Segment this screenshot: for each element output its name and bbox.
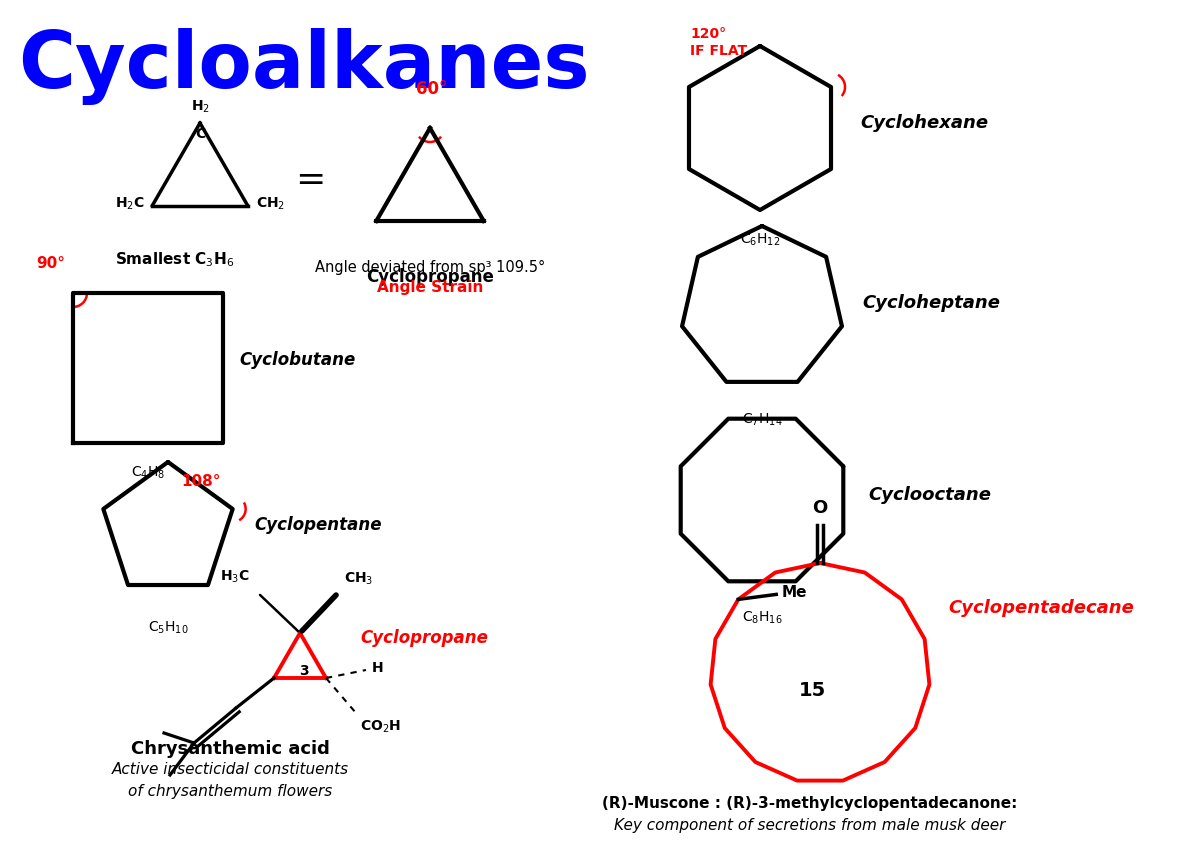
Text: CH$_3$: CH$_3$ xyxy=(344,571,373,587)
Text: Cyclopentadecane: Cyclopentadecane xyxy=(948,599,1134,617)
Text: Cyclooctane: Cyclooctane xyxy=(868,486,991,504)
Text: C$_8$H$_{16}$: C$_8$H$_{16}$ xyxy=(742,610,782,627)
Text: Cyclopropane: Cyclopropane xyxy=(366,268,494,286)
Text: CH$_2$: CH$_2$ xyxy=(256,195,284,212)
Text: Cyclopropane: Cyclopropane xyxy=(360,629,488,647)
Text: C$_7$H$_{14}$: C$_7$H$_{14}$ xyxy=(742,412,782,428)
Text: Chrysanthemic acid: Chrysanthemic acid xyxy=(131,740,330,758)
Text: C$_4$H$_8$: C$_4$H$_8$ xyxy=(131,465,166,482)
Text: H$_3$C: H$_3$C xyxy=(221,569,250,585)
Text: Cycloheptane: Cycloheptane xyxy=(862,294,1000,312)
Text: 108°: 108° xyxy=(181,474,221,489)
Text: =: = xyxy=(295,163,325,197)
Text: Key component of secretions from male musk deer: Key component of secretions from male mu… xyxy=(614,818,1006,833)
Text: Cyclopentane: Cyclopentane xyxy=(254,516,382,534)
Text: 60°: 60° xyxy=(416,80,448,98)
Text: H$_2$: H$_2$ xyxy=(191,98,210,115)
Text: Active insecticidal constituents: Active insecticidal constituents xyxy=(112,762,348,777)
Text: C: C xyxy=(194,127,205,141)
Text: Angle deviated from sp³ 109.5°: Angle deviated from sp³ 109.5° xyxy=(314,260,545,275)
Text: H: H xyxy=(372,661,384,675)
Text: 15: 15 xyxy=(798,682,826,700)
Text: 90°: 90° xyxy=(36,256,66,271)
Text: Cyclobutane: Cyclobutane xyxy=(239,351,355,369)
Text: Angle Strain: Angle Strain xyxy=(377,280,484,295)
Text: O: O xyxy=(812,499,828,517)
Text: C$_6$H$_{12}$: C$_6$H$_{12}$ xyxy=(740,232,780,248)
Text: Cycloalkanes: Cycloalkanes xyxy=(18,28,589,105)
Text: Me: Me xyxy=(781,585,806,600)
Text: CO$_2$H: CO$_2$H xyxy=(360,719,401,735)
Text: 3: 3 xyxy=(299,664,308,678)
Text: 120°: 120° xyxy=(690,27,726,41)
Text: Smallest C$_3$H$_6$: Smallest C$_3$H$_6$ xyxy=(115,250,235,269)
Text: of chrysanthemum flowers: of chrysanthemum flowers xyxy=(128,784,332,799)
Text: (R)-Muscone : (R)-3-methylcyclopentadecanone:: (R)-Muscone : (R)-3-methylcyclopentadeca… xyxy=(602,796,1018,811)
Text: C$_5$H$_{10}$: C$_5$H$_{10}$ xyxy=(148,620,188,636)
Text: IF FLAT: IF FLAT xyxy=(690,44,748,58)
Text: Cyclohexane: Cyclohexane xyxy=(860,114,988,132)
Text: H$_2$C: H$_2$C xyxy=(115,195,144,212)
